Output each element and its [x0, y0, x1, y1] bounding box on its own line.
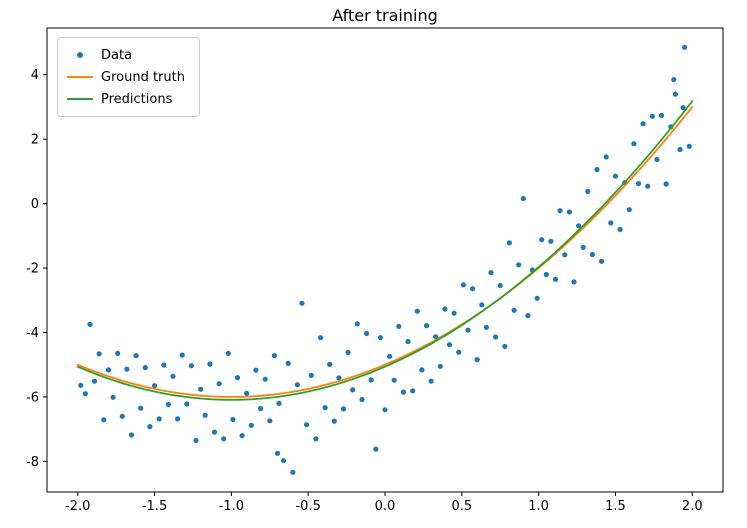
data-point-marker-icon [66, 52, 94, 58]
legend-item-predictions: Predictions [66, 88, 185, 110]
svg-text:-1.0: -1.0 [219, 499, 244, 514]
legend-label-data: Data [101, 47, 133, 63]
svg-text:0: 0 [31, 197, 39, 212]
chart-title: After training [332, 6, 438, 25]
svg-text:2.0: 2.0 [682, 499, 703, 514]
svg-text:-2.0: -2.0 [65, 499, 90, 514]
line-series-0 [76, 106, 694, 398]
svg-text:1.0: 1.0 [528, 499, 549, 514]
legend: Data Ground truth Predictions [57, 37, 200, 117]
y-axis-ticks: -8 -6 -4 -2 0 2 4 [26, 68, 47, 470]
svg-text:-0.5: -0.5 [295, 499, 320, 514]
svg-text:1.5: 1.5 [605, 499, 626, 514]
scatter-series-data [78, 44, 692, 475]
x-axis-ticks: -2.0 -1.5 -1.0 -0.5 0.0 0.5 1.0 1.5 2.0 [65, 492, 703, 514]
legend-item-ground-truth: Ground truth [66, 66, 185, 88]
svg-text:-1.5: -1.5 [142, 499, 167, 514]
legend-label-ground-truth: Ground truth [101, 69, 185, 85]
line-series-1 [76, 100, 694, 401]
svg-text:0.0: 0.0 [375, 499, 396, 514]
legend-label-predictions: Predictions [101, 91, 173, 107]
svg-text:0.5: 0.5 [451, 499, 472, 514]
svg-text:-8: -8 [26, 455, 39, 470]
ground-truth-line-icon [66, 76, 94, 78]
svg-text:4: 4 [31, 68, 39, 83]
svg-text:-4: -4 [26, 326, 39, 341]
legend-item-data: Data [66, 44, 185, 66]
predictions-line-icon [66, 98, 94, 100]
svg-text:-6: -6 [26, 390, 39, 405]
svg-text:-2: -2 [26, 262, 39, 277]
svg-text:2: 2 [31, 133, 39, 148]
